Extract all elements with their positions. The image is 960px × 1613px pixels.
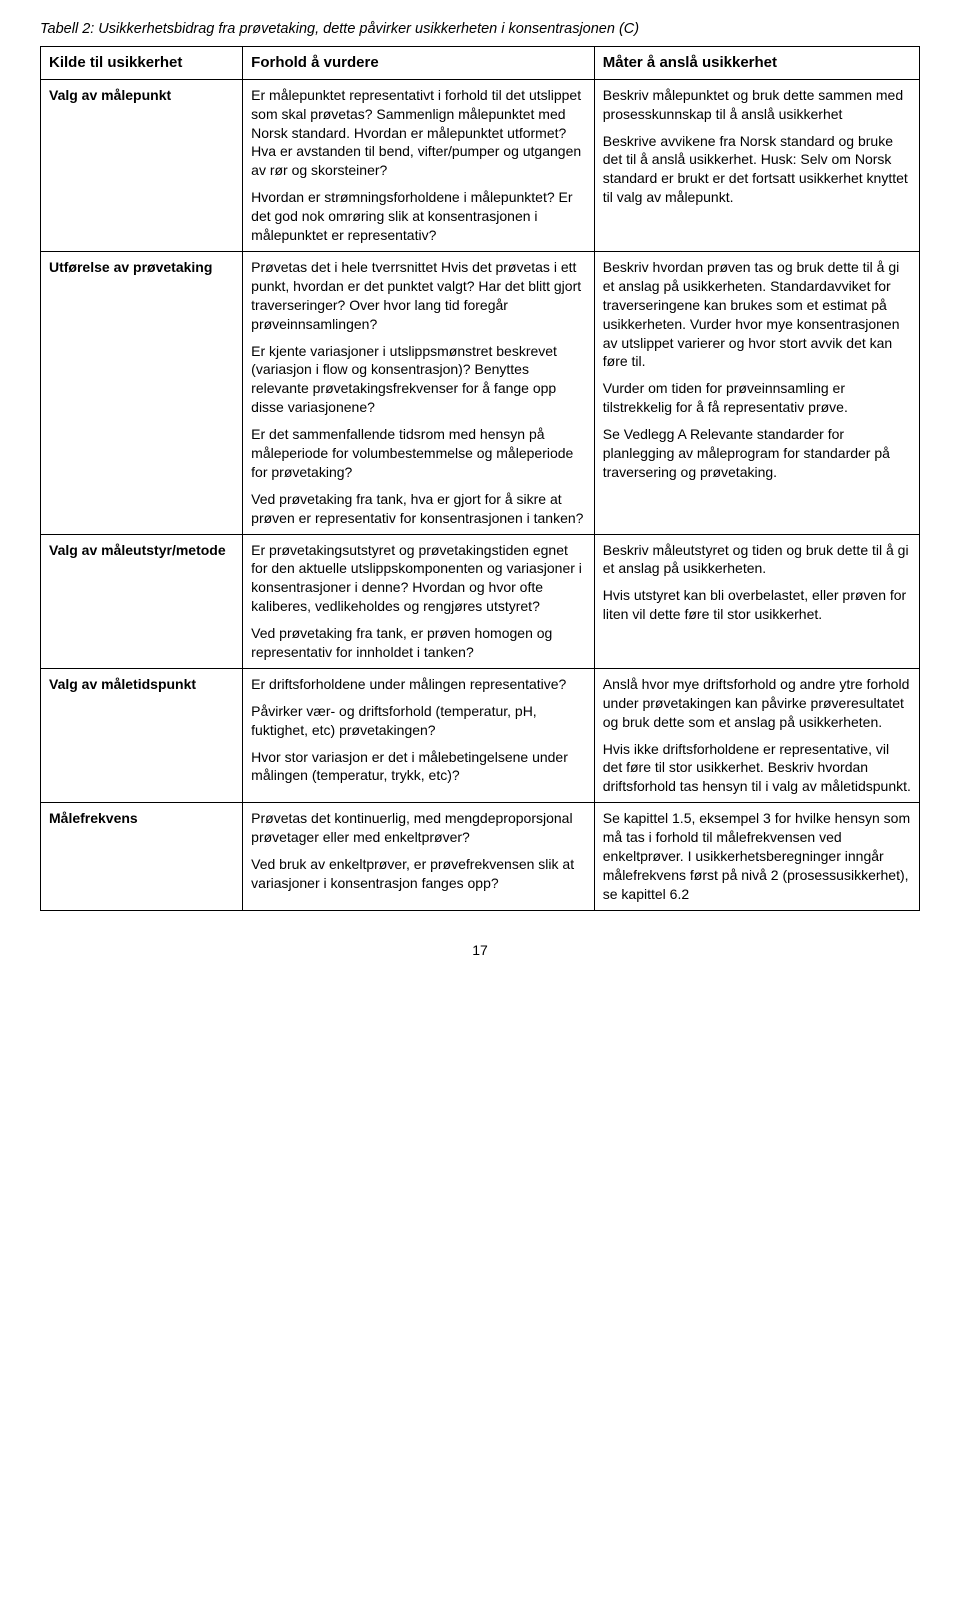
- cell-estimate: Anslå hvor mye driftsforhold og andre yt…: [594, 668, 919, 802]
- cell-source: Målefrekvens: [41, 803, 243, 910]
- cell-paragraph: Er driftsforholdene under målingen repre…: [251, 675, 586, 694]
- cell-paragraph: Ved prøvetaking fra tank, hva er gjort f…: [251, 490, 586, 528]
- cell-source: Utførelse av prøvetaking: [41, 251, 243, 534]
- cell-paragraph: Prøvetas det i hele tverrsnittet Hvis de…: [251, 258, 586, 334]
- table-row: Utførelse av prøvetaking Prøvetas det i …: [41, 251, 920, 534]
- cell-paragraph: Beskrive avvikene fra Norsk standard og …: [603, 132, 911, 208]
- cell-estimate: Se kapittel 1.5, eksempel 3 for hvilke h…: [594, 803, 919, 910]
- cell-paragraph: Ved prøvetaking fra tank, er prøven homo…: [251, 624, 586, 662]
- cell-paragraph: Beskriv hvordan prøven tas og bruk dette…: [603, 258, 911, 371]
- cell-paragraph: Er det sammenfallende tidsrom med hensyn…: [251, 425, 586, 482]
- cell-paragraph: Prøvetas det kontinuerlig, med mengdepro…: [251, 809, 586, 847]
- cell-paragraph: Se kapittel 1.5, eksempel 3 for hvilke h…: [603, 809, 911, 903]
- header-col2: Forhold å vurdere: [243, 46, 595, 79]
- uncertainty-table: Kilde til usikkerhet Forhold å vurdere M…: [40, 46, 920, 911]
- cell-paragraph: Er kjente variasjoner i utslippsmønstret…: [251, 342, 586, 418]
- table-caption: Tabell 2: Usikkerhetsbidrag fra prøvetak…: [40, 20, 920, 40]
- header-col1: Kilde til usikkerhet: [41, 46, 243, 79]
- cell-consider: Er driftsforholdene under målingen repre…: [243, 668, 595, 802]
- cell-paragraph: Er målepunktet representativt i forhold …: [251, 86, 586, 180]
- cell-paragraph: Hvis utstyret kan bli overbelastet, elle…: [603, 586, 911, 624]
- cell-consider: Er målepunktet representativt i forhold …: [243, 79, 595, 251]
- cell-estimate: Beskriv hvordan prøven tas og bruk dette…: [594, 251, 919, 534]
- table-row: Valg av måletidspunkt Er driftsforholden…: [41, 668, 920, 802]
- cell-source: Valg av måleutstyr/metode: [41, 534, 243, 668]
- cell-paragraph: Er prøvetakingsutstyret og prøvetakingst…: [251, 541, 586, 617]
- table-row: Valg av målepunkt Er målepunktet represe…: [41, 79, 920, 251]
- cell-paragraph: Hvor stor variasjon er det i målebetinge…: [251, 748, 586, 786]
- table-row: Valg av måleutstyr/metode Er prøvetaking…: [41, 534, 920, 668]
- cell-paragraph: Hvis ikke driftsforholdene er representa…: [603, 740, 911, 797]
- table-row: Målefrekvens Prøvetas det kontinuerlig, …: [41, 803, 920, 910]
- cell-paragraph: Beskriv målepunktet og bruk dette sammen…: [603, 86, 911, 124]
- cell-consider: Er prøvetakingsutstyret og prøvetakingst…: [243, 534, 595, 668]
- cell-estimate: Beskriv målepunktet og bruk dette sammen…: [594, 79, 919, 251]
- cell-consider: Prøvetas det kontinuerlig, med mengdepro…: [243, 803, 595, 910]
- cell-paragraph: Se Vedlegg A Relevante standarder for pl…: [603, 425, 911, 482]
- cell-paragraph: Hvordan er strømningsforholdene i målepu…: [251, 188, 586, 245]
- cell-paragraph: Vurder om tiden for prøveinnsamling er t…: [603, 379, 911, 417]
- header-col3: Måter å anslå usikkerhet: [594, 46, 919, 79]
- cell-estimate: Beskriv måleutstyret og tiden og bruk de…: [594, 534, 919, 668]
- page-number: 17: [40, 941, 920, 960]
- cell-consider: Prøvetas det i hele tverrsnittet Hvis de…: [243, 251, 595, 534]
- table-header-row: Kilde til usikkerhet Forhold å vurdere M…: [41, 46, 920, 79]
- cell-paragraph: Beskriv måleutstyret og tiden og bruk de…: [603, 541, 911, 579]
- cell-paragraph: Påvirker vær- og driftsforhold (temperat…: [251, 702, 586, 740]
- cell-source: Valg av måletidspunkt: [41, 668, 243, 802]
- cell-paragraph: Anslå hvor mye driftsforhold og andre yt…: [603, 675, 911, 732]
- cell-paragraph: Ved bruk av enkeltprøver, er prøvefrekve…: [251, 855, 586, 893]
- cell-source: Valg av målepunkt: [41, 79, 243, 251]
